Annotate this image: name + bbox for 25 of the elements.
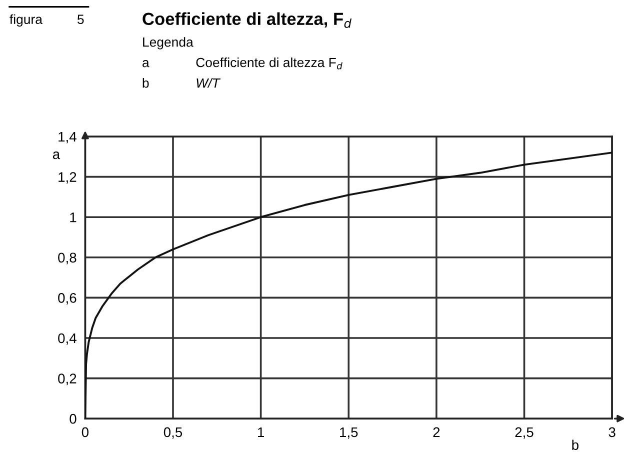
text: figura (10, 14, 42, 27)
text: Legenda (143, 37, 194, 50)
x-tick-label: 0,5 (164, 427, 182, 439)
y-tick-label: 1 (70, 212, 76, 222)
text: b (142, 78, 149, 88)
x-tick-label: 1 (258, 427, 264, 437)
x-tick-label: 1,5 (340, 427, 358, 439)
x-tick-label: 3 (608, 427, 616, 438)
x-axis-title: b (572, 440, 578, 450)
x-tick-label: 2,5 (515, 427, 534, 439)
y-tick-label: 0,8 (58, 252, 76, 264)
text: W/T (196, 78, 221, 88)
x-tick-label: 0 (82, 427, 89, 438)
y-tick-label: 0 (70, 414, 76, 424)
y-axis-title: a (52, 152, 60, 160)
y-tick-label: 0,6 (58, 293, 76, 305)
y-tick-label: 1,4 (58, 132, 76, 144)
y-tick-label: 1,2 (58, 172, 76, 184)
y-tick-label: 0,2 (58, 374, 76, 386)
text: a (142, 60, 150, 68)
x-tick-label: 2 (433, 427, 440, 437)
text: 5 (78, 14, 84, 24)
y-tick-label: 0,4 (58, 333, 76, 345)
chart-title: Coefficiente di altezza, F$_{d}$ (142, 12, 352, 28)
text: Coefficiente di altezza F$_{d}$ (196, 57, 342, 70)
